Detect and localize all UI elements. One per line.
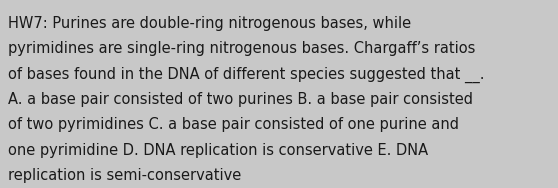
Text: HW7: Purines are double-ring nitrogenous bases, while: HW7: Purines are double-ring nitrogenous… — [8, 16, 411, 31]
Text: replication is semi-conservative: replication is semi-conservative — [8, 168, 242, 183]
Text: of bases found in the DNA of different species suggested that __.: of bases found in the DNA of different s… — [8, 67, 494, 83]
Text: of two pyrimidines C. a base pair consisted of one purine and: of two pyrimidines C. a base pair consis… — [8, 118, 459, 133]
Text: A. a base pair consisted of two purines B. a base pair consisted: A. a base pair consisted of two purines … — [8, 92, 473, 107]
Text: one pyrimidine D. DNA replication is conservative E. DNA: one pyrimidine D. DNA replication is con… — [8, 143, 429, 158]
Text: pyrimidines are single-ring nitrogenous bases. Chargaff’s ratios: pyrimidines are single-ring nitrogenous … — [8, 41, 476, 56]
